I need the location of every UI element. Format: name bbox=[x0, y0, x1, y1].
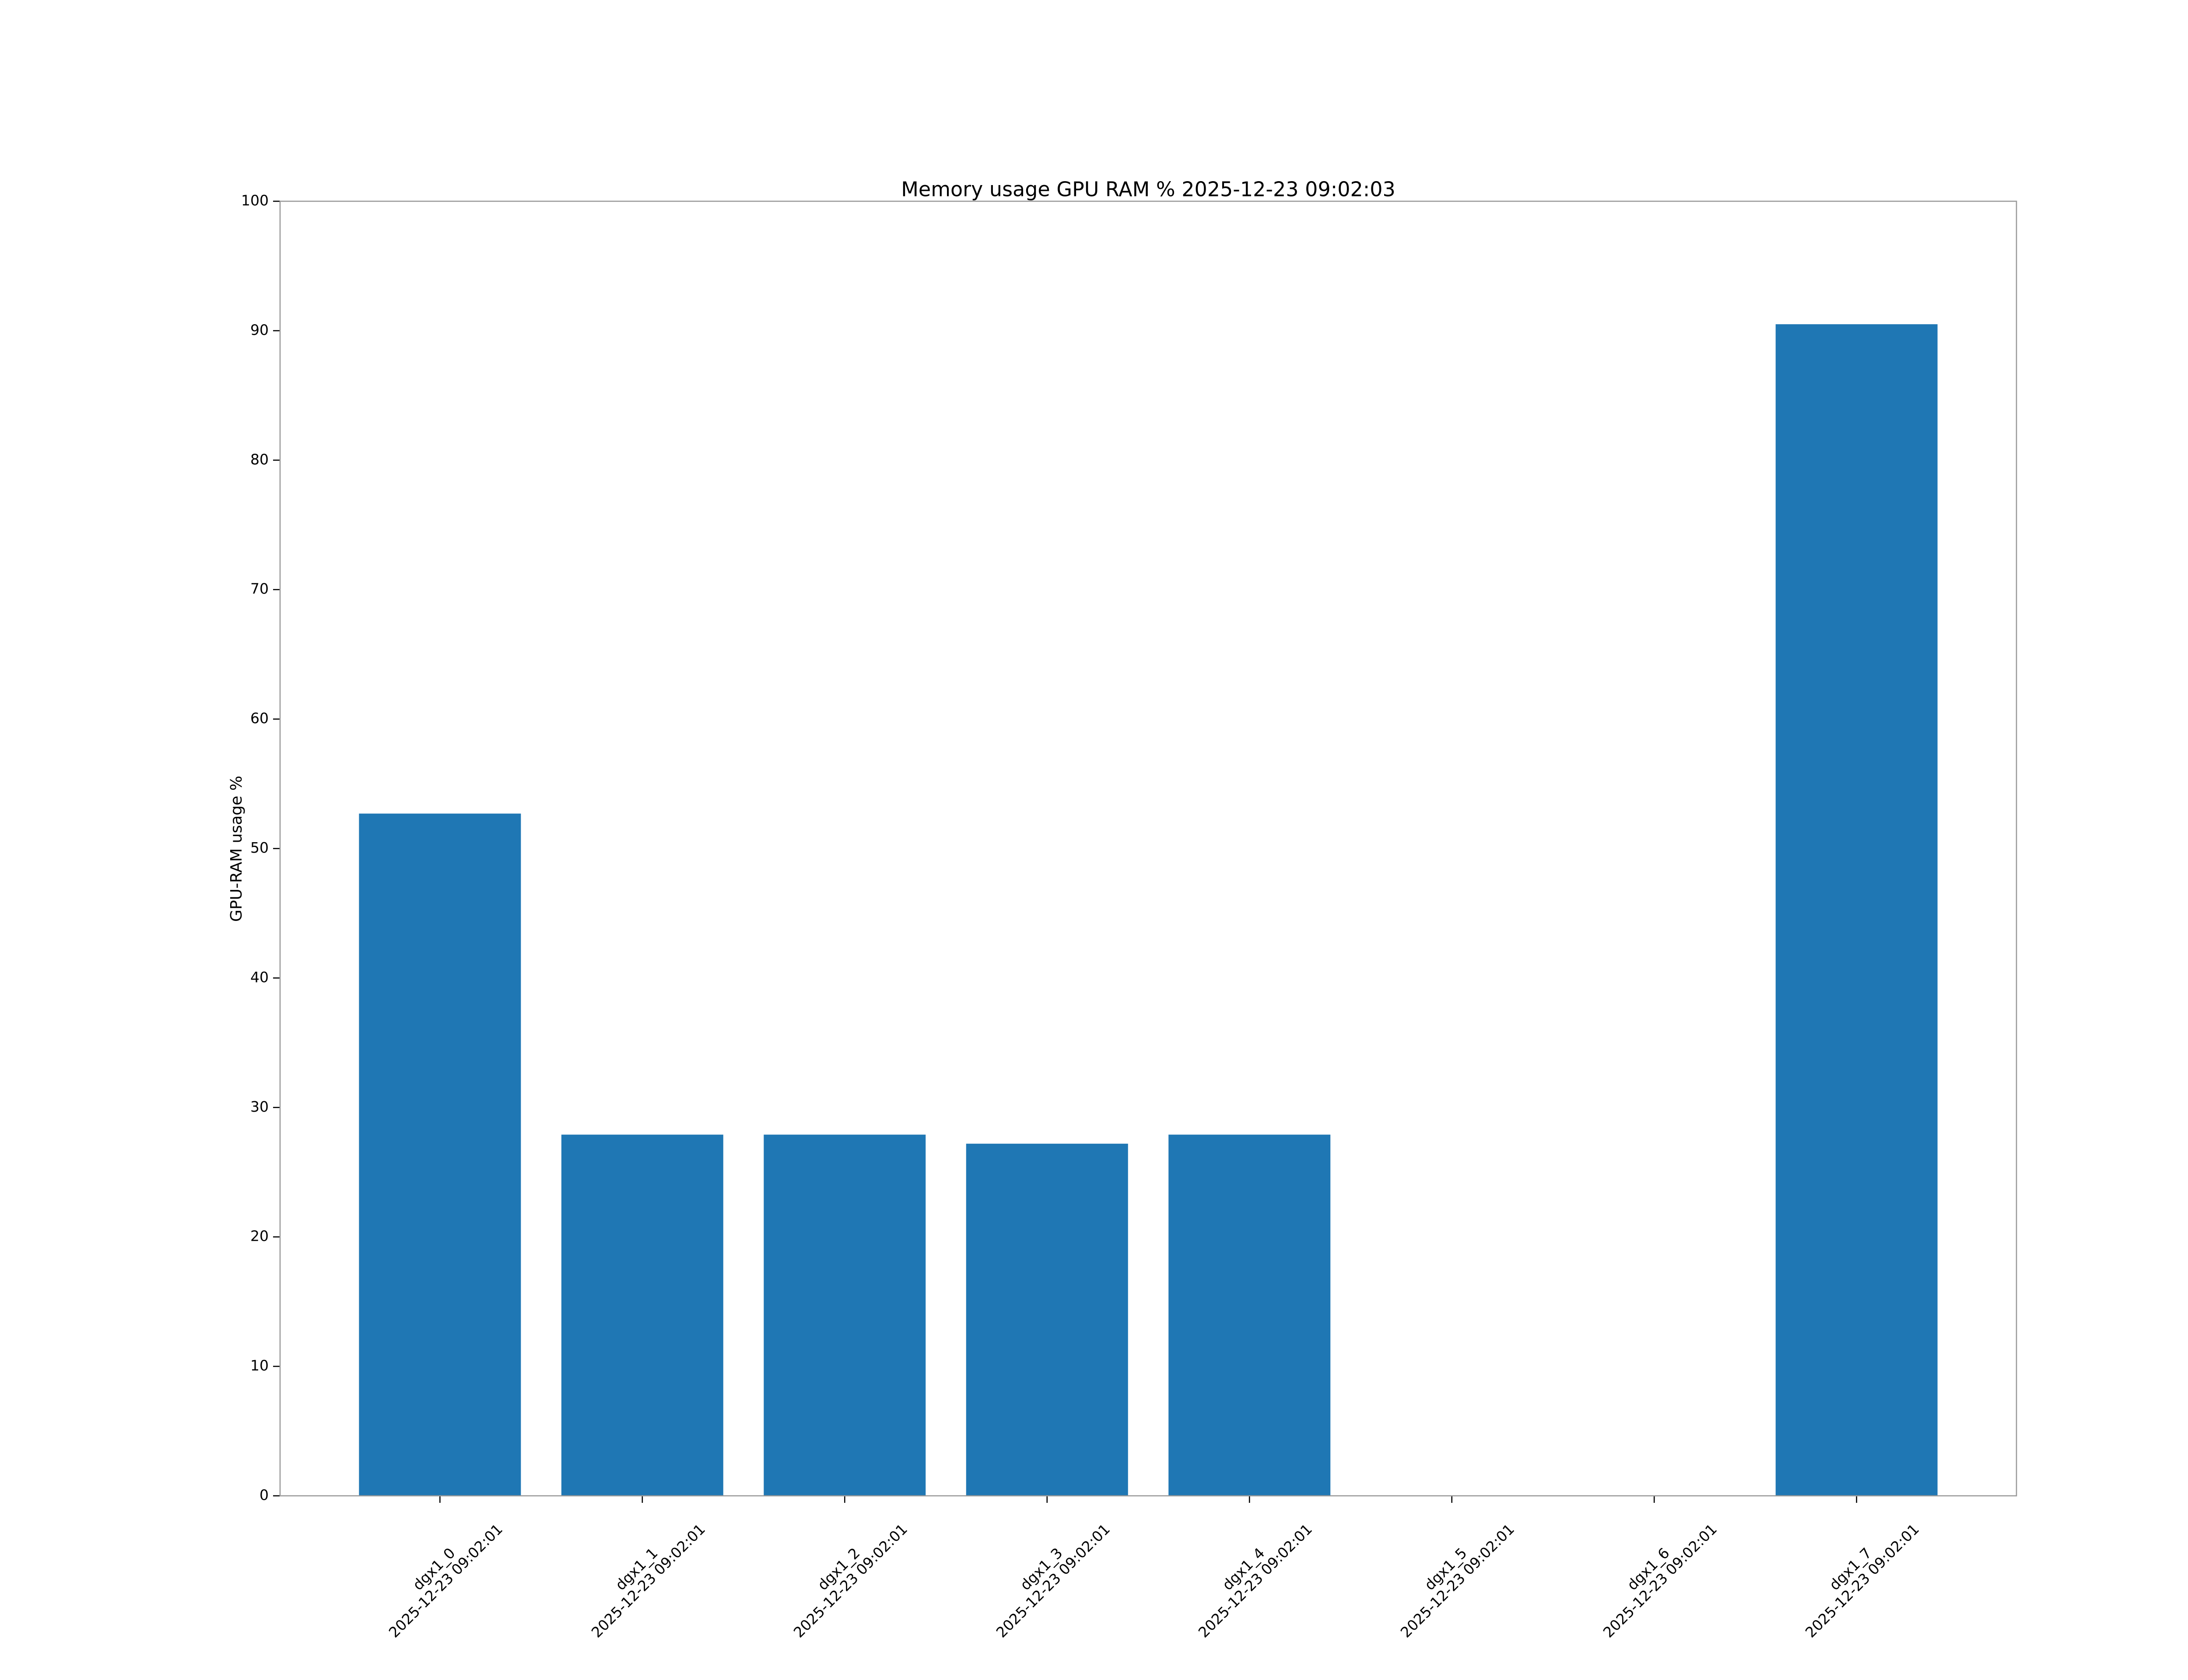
y-tick-label: 50 bbox=[250, 839, 269, 856]
y-tick-label: 90 bbox=[250, 321, 269, 338]
bar bbox=[764, 1134, 926, 1496]
bar bbox=[966, 1144, 1128, 1496]
bar bbox=[561, 1134, 723, 1496]
chart-title: Memory usage GPU RAM % 2025-12-23 09:02:… bbox=[901, 178, 1396, 201]
y-tick-label: 30 bbox=[250, 1098, 269, 1115]
y-tick-label: 40 bbox=[250, 969, 269, 986]
y-tick-label: 60 bbox=[250, 710, 269, 727]
y-tick-label: 100 bbox=[241, 192, 269, 209]
y-tick-label: 70 bbox=[250, 580, 269, 597]
bar bbox=[359, 813, 521, 1496]
plot-frame bbox=[279, 200, 2017, 1497]
y-tick-label: 80 bbox=[250, 451, 269, 468]
y-axis-label: GPU-RAM usage % bbox=[228, 776, 245, 922]
bar bbox=[1775, 324, 1938, 1496]
bar bbox=[1168, 1134, 1331, 1496]
y-tick-label: 10 bbox=[250, 1357, 269, 1374]
y-tick-label: 0 bbox=[259, 1487, 269, 1504]
y-tick-label: 20 bbox=[250, 1228, 269, 1245]
